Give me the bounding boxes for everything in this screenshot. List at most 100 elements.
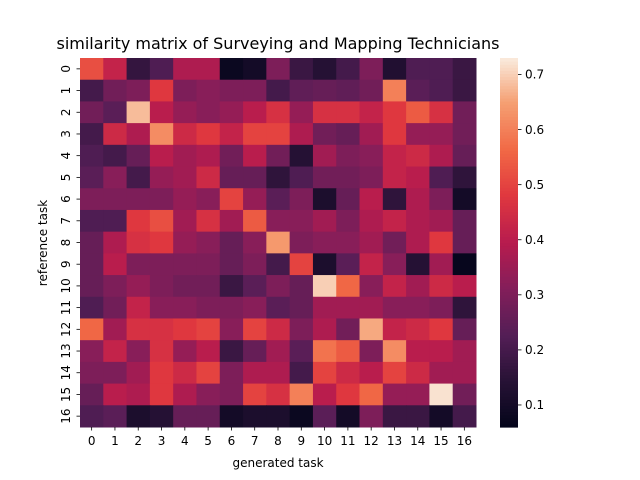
- heatmap-cell-r1-c3: [149, 79, 174, 102]
- heatmap-cell-r1-c11: [336, 79, 361, 102]
- heatmap-cell-r3-c1: [103, 123, 128, 146]
- colorbar-segment: [500, 144, 518, 148]
- heatmap-cell-r1-c16: [452, 79, 477, 102]
- x-tick-label: 14: [410, 434, 425, 448]
- colorbar-segment: [500, 101, 518, 105]
- x-tick-label: 9: [297, 434, 305, 448]
- heatmap-cell-r12-c0: [80, 318, 104, 341]
- heatmap-cell-r2-c14: [406, 101, 430, 124]
- heatmap-cell-r2-c3: [149, 101, 174, 124]
- colorbar-segment: [500, 224, 518, 228]
- heatmap-cell-r9-c8: [266, 253, 291, 276]
- heatmap-cell-r6-c11: [336, 188, 361, 211]
- colorbar-segment: [500, 264, 518, 268]
- heatmap-cell-r4-c3: [149, 144, 174, 168]
- heatmap-cell-r9-c13: [382, 253, 407, 276]
- colorbar-segment: [500, 365, 518, 370]
- colorbar-segment: [500, 340, 518, 345]
- heatmap-cell-r13-c5: [196, 340, 221, 363]
- heatmap-cell-r16-c15: [429, 405, 454, 428]
- heatmap-cell-r7-c5: [196, 209, 221, 233]
- heatmap-cell-r12-c13: [382, 318, 407, 341]
- heatmap-cell-r12-c8: [266, 318, 291, 341]
- heatmap-cell-r0-c0: [80, 58, 104, 81]
- heatmap-cell-r14-c4: [173, 361, 197, 385]
- heatmap-cell-r7-c13: [382, 209, 407, 233]
- x-tick-label: 5: [204, 434, 212, 448]
- heatmap-cell-r7-c15: [429, 209, 454, 233]
- colorbar-segment: [500, 322, 518, 327]
- heatmap-cell-r1-c9: [289, 79, 314, 102]
- colorbar-segment: [500, 279, 518, 284]
- colorbar-segment: [500, 316, 518, 320]
- heatmap-cell-r6-c4: [173, 188, 197, 211]
- heatmap-cell-r9-c4: [173, 253, 197, 276]
- heatmap-cell-r1-c13: [382, 79, 407, 102]
- heatmap-cell-r10-c5: [196, 275, 221, 298]
- heatmap-cell-r12-c9: [289, 318, 314, 341]
- heatmap-cell-r14-c15: [429, 361, 454, 385]
- x-axis-label: generated task: [232, 456, 323, 470]
- heatmap-cell-r8-c12: [359, 231, 384, 254]
- heatmap-cell-r1-c12: [359, 79, 384, 102]
- x-tick-label: 1: [111, 434, 119, 448]
- colorbar-segment: [500, 165, 518, 170]
- y-tick-label: 10: [59, 278, 73, 293]
- x-tick-label: 6: [228, 434, 236, 448]
- heatmap-cell-r13-c14: [406, 340, 430, 363]
- colorbar-segment: [500, 214, 518, 219]
- heatmap-cell-r3-c10: [312, 123, 337, 146]
- heatmap-cell-r3-c6: [219, 123, 244, 146]
- heatmap-cell-r2-c11: [336, 101, 361, 124]
- heatmap-cell-r8-c3: [149, 231, 174, 254]
- heatmap-cell-r3-c5: [196, 123, 221, 146]
- heatmap-cell-r6-c0: [80, 188, 104, 211]
- heatmap-cell-r9-c0: [80, 253, 104, 276]
- colorbar-segment: [500, 282, 518, 287]
- heatmap-cell-r3-c8: [266, 123, 291, 146]
- heatmap-cell-r9-c14: [406, 253, 430, 276]
- colorbar-segment: [500, 208, 518, 213]
- x-tick-label: 16: [457, 434, 472, 448]
- heatmap-cell-r9-c6: [219, 253, 244, 276]
- heatmap-cell-r0-c14: [406, 58, 430, 81]
- colorbar-segment: [500, 383, 518, 388]
- colorbar-segment: [500, 122, 518, 127]
- heatmap-cell-r1-c7: [243, 79, 267, 102]
- colorbar-segment: [500, 199, 518, 204]
- colorbar-tick-label: 0.1: [525, 398, 544, 412]
- heatmap-cell-r11-c10: [312, 296, 337, 319]
- colorbar-segment: [500, 85, 518, 90]
- heatmap-cell-r10-c3: [149, 275, 174, 298]
- heatmap-cell-r8-c5: [196, 231, 221, 254]
- colorbar-segment: [500, 61, 518, 65]
- heatmap-cell-r10-c14: [406, 275, 430, 298]
- colorbar-segment: [500, 297, 518, 302]
- heatmap-cell-r13-c9: [289, 340, 314, 363]
- heatmap-cell-r0-c11: [336, 58, 361, 81]
- heatmap-cell-r13-c2: [126, 340, 151, 363]
- heatmap-cell-r15-c12: [359, 383, 384, 406]
- heatmap-cell-r7-c12: [359, 209, 384, 233]
- colorbar-segment: [500, 245, 518, 250]
- heatmap-cell-r13-c16: [452, 340, 477, 363]
- heatmap-cell-r11-c2: [126, 296, 151, 319]
- x-tick-label: 7: [251, 434, 259, 448]
- heatmap-cell-r6-c10: [312, 188, 337, 211]
- colorbar-segment: [500, 202, 518, 207]
- heatmap-cell-r16-c12: [359, 405, 384, 428]
- colorbar-segment: [500, 417, 518, 422]
- heatmap-cell-r10-c10: [312, 275, 337, 298]
- heatmap-cell-r0-c8: [266, 58, 291, 81]
- heatmap-cell-r8-c9: [289, 231, 314, 254]
- heatmap-cell-r14-c2: [126, 361, 151, 385]
- colorbar-segment: [500, 104, 518, 108]
- colorbar-segment: [500, 110, 518, 114]
- heatmap-cell-r12-c11: [336, 318, 361, 341]
- heatmap-cell-r11-c7: [243, 296, 267, 319]
- colorbar-segment: [500, 174, 518, 179]
- colorbar-segment: [500, 97, 518, 102]
- colorbar-tick-labels: 0.1 0.2 0.3 0.4 0.5 0.6 0.7: [518, 68, 544, 412]
- heatmap-cell-r11-c6: [219, 296, 244, 319]
- colorbar-segment: [500, 128, 518, 133]
